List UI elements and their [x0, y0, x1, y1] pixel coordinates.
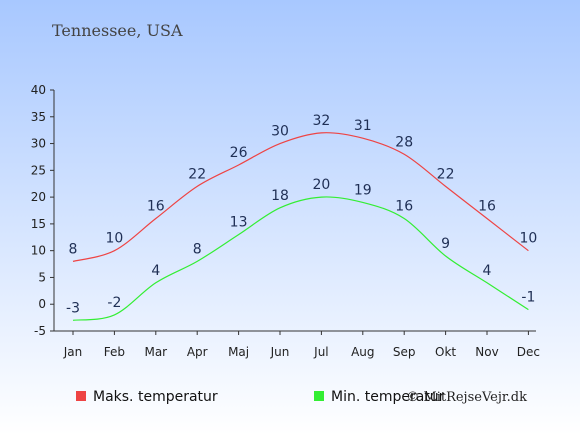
- data-label-min-temperature: 9: [441, 236, 450, 252]
- x-tick-label: Sep: [393, 345, 416, 359]
- chart-subtitle: Tennessee, USA: [52, 21, 183, 40]
- x-tick-label: Mar: [144, 345, 167, 359]
- y-tick-label: -5: [34, 324, 46, 338]
- data-label-max-temperature: 8: [69, 241, 78, 257]
- data-label-max-temperature: 30: [271, 124, 289, 140]
- y-tick-label: 25: [31, 163, 46, 177]
- data-label-max-temperature: 32: [312, 113, 330, 129]
- data-label-min-temperature: -1: [521, 290, 535, 306]
- data-label-min-temperature: 8: [193, 241, 202, 257]
- data-label-min-temperature: -2: [107, 295, 121, 311]
- series-line-min-temperature: [72, 196, 529, 321]
- data-label-min-temperature: 16: [395, 199, 413, 215]
- data-label-max-temperature: 22: [188, 166, 206, 182]
- y-tick-label: 20: [31, 190, 46, 204]
- legend-swatch-min: [314, 391, 324, 401]
- data-label-max-temperature: 28: [395, 134, 413, 150]
- legend-label-min: Min. temperatur: [331, 389, 445, 405]
- x-tick-label: Apr: [187, 345, 208, 359]
- data-label-min-temperature: 18: [271, 188, 289, 204]
- y-tick-label: 35: [31, 110, 46, 124]
- x-tick-label: Jan: [63, 345, 83, 359]
- x-tick-label: Feb: [104, 345, 125, 359]
- x-tick-label: Dec: [517, 345, 540, 359]
- data-label-max-temperature: 10: [519, 231, 537, 247]
- x-tick-label: Jul: [313, 345, 328, 359]
- source-credit: © MitRejseVejr.dk: [406, 390, 527, 405]
- y-axis-ticks: 40 35 30 25 20 15 10 5 0 -5: [31, 83, 54, 338]
- data-label-min-temperature: 13: [230, 215, 248, 231]
- y-tick-label: 0: [38, 297, 46, 311]
- data-label-min-temperature: -3: [66, 300, 80, 316]
- data-label-min-temperature: 19: [354, 182, 372, 198]
- legend: Maks. temperatur Min. temperatur: [76, 389, 445, 405]
- data-label-max-temperature: 31: [354, 118, 372, 134]
- y-tick-label: 40: [31, 83, 46, 97]
- data-label-max-temperature: 16: [478, 199, 496, 215]
- y-tick-label: 15: [31, 217, 46, 231]
- series-lines: [72, 132, 529, 321]
- y-tick-label: 5: [38, 270, 46, 284]
- legend-swatch-max: [76, 391, 86, 401]
- data-label-min-temperature: 20: [312, 177, 330, 193]
- data-labels: 8 10 16 22 26 30 32 31 28 22 16 10 -3 -2 4 8 13 18 20 19 16 9…: [66, 113, 537, 316]
- y-tick-label: 30: [31, 137, 46, 151]
- data-label-max-temperature: 10: [105, 231, 123, 247]
- x-axis-ticks: Jan Feb Mar Apr Maj Jun Jul Aug Sep Okt Nov Dec: [63, 331, 540, 359]
- x-tick-label: Jun: [270, 345, 290, 359]
- data-label-max-temperature: 16: [147, 199, 165, 215]
- data-label-max-temperature: 22: [437, 166, 455, 182]
- x-tick-label: Okt: [435, 345, 456, 359]
- x-tick-label: Nov: [475, 345, 498, 359]
- series-line-max-temperature: [72, 132, 529, 262]
- data-label-max-temperature: 26: [230, 145, 248, 161]
- x-tick-label: Aug: [351, 345, 374, 359]
- data-label-min-temperature: 4: [151, 263, 160, 279]
- y-tick-label: 10: [31, 244, 46, 258]
- legend-label-max: Maks. temperatur: [93, 389, 218, 405]
- x-tick-label: Maj: [228, 345, 249, 359]
- data-label-min-temperature: 4: [483, 263, 492, 279]
